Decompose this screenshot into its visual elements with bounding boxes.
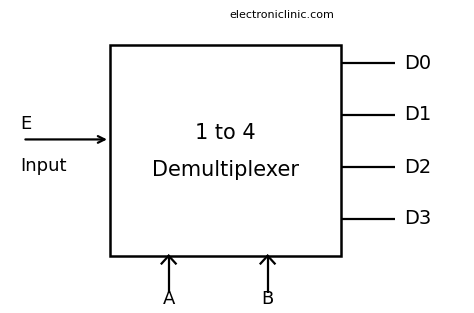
Text: A: A (163, 290, 175, 308)
Text: Input: Input (20, 156, 67, 175)
Text: D2: D2 (404, 158, 431, 177)
Text: D3: D3 (404, 209, 431, 228)
Text: D0: D0 (404, 54, 431, 73)
Text: electroniclinic.com: electroniclinic.com (229, 10, 334, 20)
Text: Demultiplexer: Demultiplexer (152, 161, 299, 181)
Bar (110, 45, 341, 256)
Text: D1: D1 (404, 105, 431, 124)
Text: E: E (20, 115, 31, 133)
Text: B: B (262, 290, 274, 308)
Text: 1 to 4: 1 to 4 (195, 123, 255, 143)
